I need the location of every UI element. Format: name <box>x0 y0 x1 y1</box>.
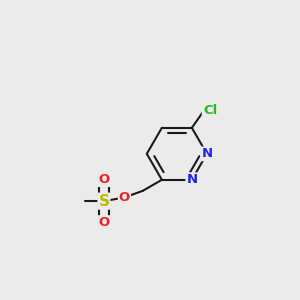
Text: Cl: Cl <box>203 104 217 117</box>
Text: O: O <box>98 173 110 186</box>
Text: O: O <box>98 216 110 229</box>
Text: N: N <box>186 173 197 186</box>
Text: N: N <box>201 147 212 160</box>
Text: S: S <box>98 194 110 208</box>
Text: O: O <box>119 191 130 204</box>
